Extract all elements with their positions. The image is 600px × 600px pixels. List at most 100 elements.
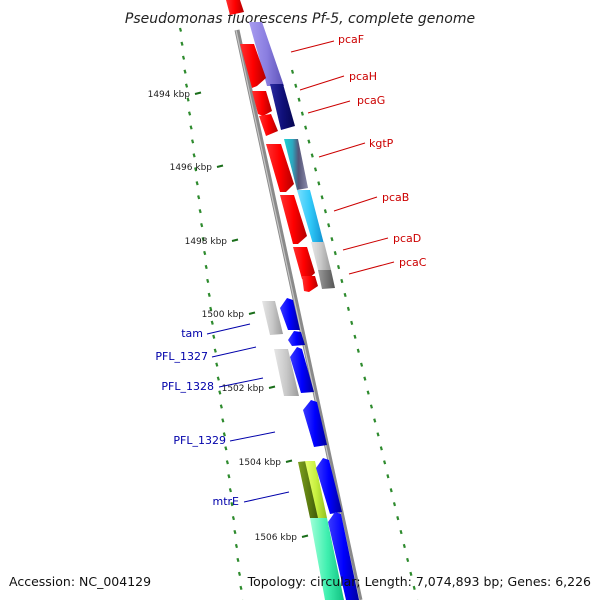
label-leader-line	[229, 431, 276, 442]
ring-dot	[181, 55, 186, 60]
ring-dot	[317, 181, 321, 186]
ring-dot	[340, 278, 344, 284]
gene-label-pfl_1327[interactable]: PFL_1327	[155, 350, 208, 363]
tick-label: 1500 kbp	[202, 310, 245, 320]
tick-label: 1504 kbp	[239, 458, 282, 468]
tick-label: 1502 kbp	[222, 384, 265, 394]
label-leader-line	[211, 346, 257, 358]
gene-feature[interactable]	[252, 91, 272, 116]
gene-feature[interactable]	[270, 84, 295, 130]
gene-label-mtre[interactable]: mtrE	[212, 495, 239, 508]
ring-dot	[231, 515, 235, 521]
gene-label-pfl_1329[interactable]: PFL_1329	[173, 434, 226, 447]
ring-dot	[228, 488, 232, 493]
ring-dot	[336, 264, 341, 270]
ring-dot	[239, 585, 243, 590]
ring-dot	[224, 446, 228, 451]
gene-feature[interactable]	[274, 349, 299, 396]
ring-dot	[399, 529, 403, 535]
gene-feature[interactable]	[240, 44, 266, 88]
ring-dot	[379, 446, 383, 451]
gene-feature[interactable]	[226, 0, 244, 15]
ring-dot	[203, 250, 207, 256]
gene-label-tam[interactable]: tam	[181, 327, 203, 340]
ring-dot	[366, 390, 370, 395]
ring-dot	[200, 223, 204, 228]
scale-ticks: 1494 kbp 1496 kbp 1498 kbp 1500 kbp 1502 kbp…	[148, 90, 309, 543]
ring-dot	[183, 69, 187, 74]
ring-dot	[222, 432, 226, 437]
ring-dot	[188, 111, 192, 116]
ring-dot	[353, 334, 357, 339]
gene-feature[interactable]	[297, 190, 324, 244]
tick-mark	[301, 534, 309, 538]
gene-feature[interactable]	[259, 114, 278, 136]
gene-feature[interactable]	[280, 298, 300, 330]
ring-dot	[383, 460, 387, 465]
gene-label-pfl_1328[interactable]: PFL_1328	[161, 380, 214, 393]
ring-dot	[191, 139, 195, 144]
gene-feature[interactable]	[249, 22, 284, 86]
tick-mark	[268, 385, 276, 389]
ring-dot	[412, 585, 416, 590]
tick-mark	[216, 164, 224, 168]
ring-dot	[330, 237, 334, 242]
gene-label-pcab[interactable]: pcaB	[382, 191, 409, 204]
ring-dot	[201, 236, 205, 242]
label-leader-line	[290, 40, 335, 53]
gene-feature[interactable]	[298, 461, 319, 518]
gene-feature[interactable]	[302, 276, 318, 292]
tick-mark	[194, 91, 202, 95]
gene-feature[interactable]	[284, 139, 308, 190]
ring-dot	[396, 516, 400, 521]
ring-dot	[363, 376, 367, 381]
gene-feature[interactable]	[311, 242, 331, 270]
ring-dot	[230, 502, 234, 507]
gene-feature[interactable]	[290, 347, 314, 393]
ring-dot	[323, 209, 327, 214]
gene-feature[interactable]	[262, 301, 283, 335]
label-leader-line	[299, 75, 345, 91]
ring-dot	[406, 557, 410, 563]
ring-dot	[227, 474, 231, 479]
gene-feature[interactable]	[316, 458, 342, 514]
gene-labels: pcaF pcaH pcaG kgtP pcaB pcaD pcaC tam PFL_1327 P…	[155, 33, 426, 508]
gene-feature[interactable]	[318, 270, 335, 289]
ring-dot	[409, 571, 413, 576]
ring-dot	[313, 167, 318, 172]
tick-label: 1498 kbp	[185, 237, 228, 247]
gene-label-pcah[interactable]: pcaH	[349, 70, 377, 83]
gene-label-pcag[interactable]: pcaG	[357, 94, 385, 107]
ring-dot	[180, 41, 184, 46]
gene-feature[interactable]	[310, 518, 344, 600]
gene-label-pcad[interactable]: pcaD	[393, 232, 421, 245]
ring-dot	[402, 543, 406, 549]
ring-dot	[307, 139, 311, 144]
tick-mark	[248, 311, 256, 315]
gene-feature[interactable]	[266, 144, 294, 192]
gene-label-pcac[interactable]: pcaC	[399, 256, 427, 269]
ring-dot	[392, 502, 397, 507]
ring-dot	[209, 306, 213, 311]
ring-dot	[373, 418, 377, 423]
label-leader-line	[218, 377, 264, 388]
ring-dot	[221, 418, 225, 423]
gene-label-pcaf[interactable]: pcaF	[338, 33, 364, 46]
gene-feature[interactable]	[280, 195, 307, 244]
ring-dot	[327, 223, 331, 228]
gene-feature[interactable]	[328, 512, 359, 600]
tick-mark	[231, 238, 239, 242]
gene-feature[interactable]	[303, 400, 327, 447]
ring-dot	[346, 306, 350, 311]
ring-dot	[215, 362, 219, 367]
gene-feature[interactable]	[288, 331, 305, 346]
ring-dot	[178, 27, 183, 32]
gene-feature[interactable]	[293, 247, 315, 281]
accession-text: Accession: NC_004129	[9, 574, 151, 589]
gene-feature[interactable]	[305, 461, 327, 518]
gene-label-kgtp[interactable]: kgtP	[369, 137, 394, 150]
ring-dot	[343, 292, 347, 298]
tick-label: 1496 kbp	[170, 163, 213, 173]
label-leader-line	[206, 323, 251, 335]
